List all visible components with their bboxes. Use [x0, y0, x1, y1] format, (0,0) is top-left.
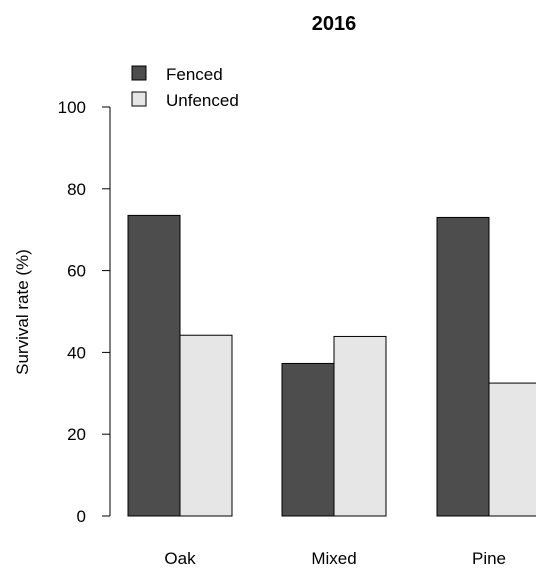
- y-tick-label: 0: [77, 507, 86, 526]
- chart-title: 2016: [312, 13, 357, 35]
- y-tick-label: 80: [67, 180, 86, 199]
- y-axis-label: Survival rate (%): [13, 249, 32, 375]
- category-label-mixed: Mixed: [311, 549, 356, 568]
- category-label-oak: Oak: [164, 549, 196, 568]
- bar-mixed-unfenced: [333, 335, 387, 517]
- legend-swatch-fenced: [131, 65, 147, 81]
- bar-pine-unfenced: [488, 382, 536, 517]
- y-tick-label: 100: [58, 98, 86, 117]
- bars: [127, 214, 536, 517]
- y-tick-label: 60: [67, 262, 86, 281]
- category-labels: Oak Mixed Pine: [164, 549, 506, 568]
- legend-swatch-unfenced: [131, 91, 147, 107]
- bar-oak-fenced: [127, 214, 181, 517]
- bar-oak-unfenced: [179, 334, 233, 517]
- legend-label-unfenced: Unfenced: [166, 91, 239, 110]
- legend: Fenced Unfenced: [131, 65, 239, 110]
- legend-label-fenced: Fenced: [166, 65, 223, 84]
- bar-pine-fenced: [436, 216, 490, 517]
- y-tick-label: 40: [67, 343, 86, 362]
- y-tick-label: 20: [67, 425, 86, 444]
- category-label-pine: Pine: [472, 549, 506, 568]
- bar-mixed-fenced: [281, 362, 335, 517]
- y-axis: 0 20 40 60 80 100: [58, 98, 111, 526]
